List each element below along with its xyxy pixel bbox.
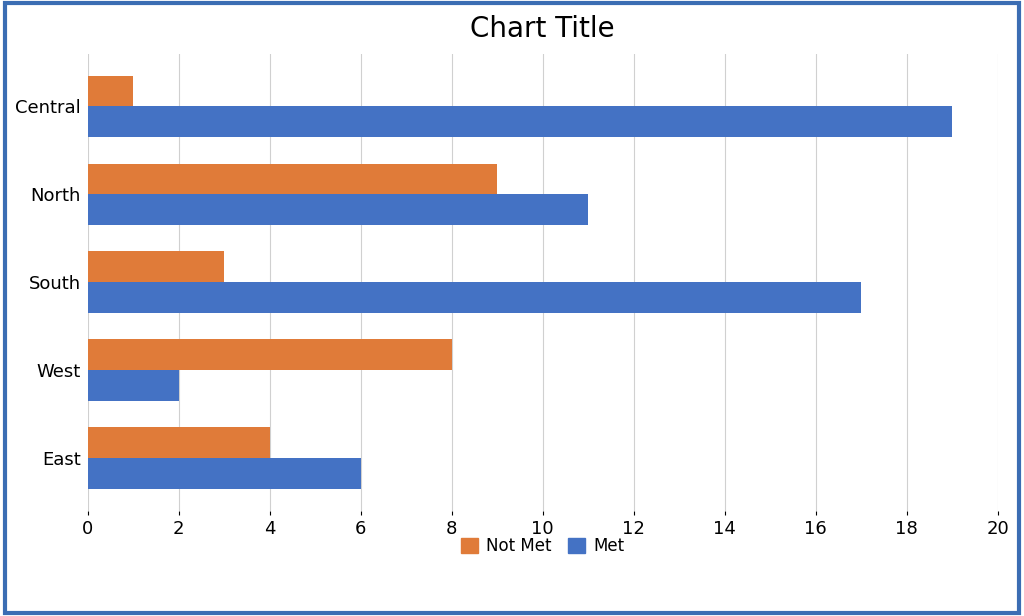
Bar (88, 76, 133, 107)
Bar (88, 251, 224, 282)
Bar (88, 370, 178, 401)
Bar (88, 194, 588, 225)
Bar (88, 107, 952, 137)
Legend: Not Met, Met: Not Met, Met (455, 530, 631, 562)
Bar (88, 163, 498, 194)
Bar (88, 428, 269, 458)
Bar (88, 339, 452, 370)
Bar (88, 282, 861, 313)
Bar (88, 458, 360, 488)
Title: Chart Title: Chart Title (470, 15, 615, 43)
